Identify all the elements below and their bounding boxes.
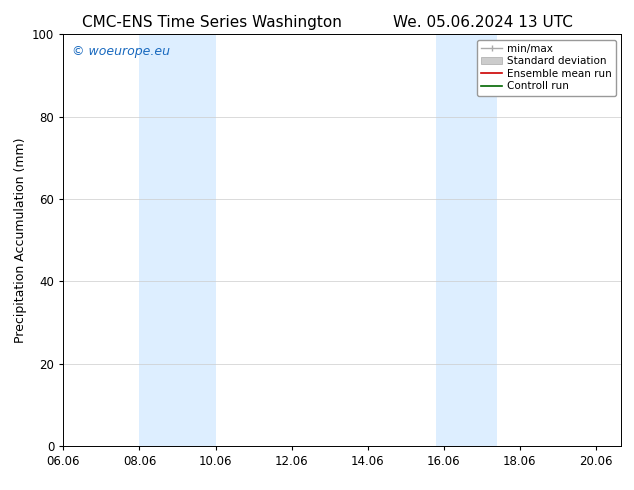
- Text: We. 05.06.2024 13 UTC: We. 05.06.2024 13 UTC: [393, 15, 573, 30]
- Y-axis label: Precipitation Accumulation (mm): Precipitation Accumulation (mm): [13, 137, 27, 343]
- Text: CMC-ENS Time Series Washington: CMC-ENS Time Series Washington: [82, 15, 342, 30]
- Bar: [139, 34, 216, 446]
- Bar: [436, 34, 497, 446]
- Legend: min/max, Standard deviation, Ensemble mean run, Controll run: min/max, Standard deviation, Ensemble me…: [477, 40, 616, 96]
- Text: © woeurope.eu: © woeurope.eu: [72, 45, 170, 58]
